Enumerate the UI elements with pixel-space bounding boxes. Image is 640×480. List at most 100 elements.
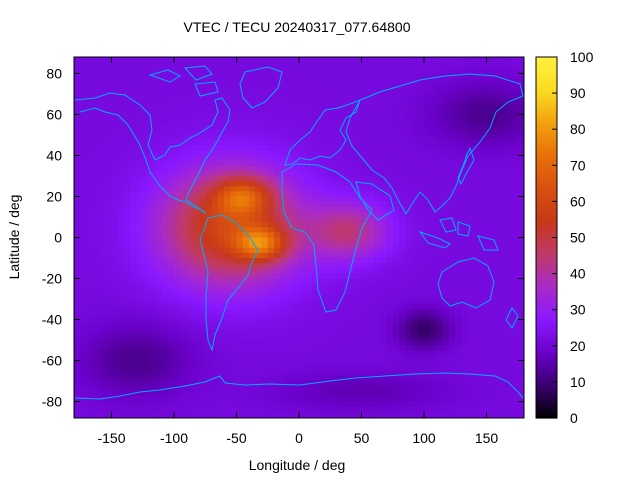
- heatmap-cell: [499, 309, 506, 316]
- heatmap-cell: [242, 345, 250, 351]
- heatmap-cell: [324, 381, 331, 387]
- heatmap-cell: [155, 258, 163, 264]
- heatmap-cell: [449, 304, 456, 310]
- heatmap-cell: [74, 345, 81, 351]
- heatmap-cell: [217, 263, 225, 269]
- heatmap-cell: [405, 293, 413, 300]
- heatmap-cell: [330, 391, 338, 398]
- heatmap-cell: [130, 140, 138, 146]
- heatmap-cell: [86, 360, 94, 367]
- heatmap-cell: [392, 396, 400, 403]
- heatmap-cell: [217, 222, 225, 228]
- heatmap-cell: [380, 68, 388, 75]
- heatmap-cell: [274, 386, 281, 392]
- heatmap-cell: [305, 145, 313, 151]
- heatmap-cell: [392, 206, 400, 213]
- heatmap-cell: [255, 314, 263, 321]
- heatmap-cell: [305, 278, 313, 285]
- heatmap-cell: [280, 73, 288, 80]
- heatmap-cell: [374, 268, 381, 274]
- heatmap-cell: [286, 314, 294, 321]
- heatmap-cell: [130, 216, 138, 223]
- heatmap-cell: [274, 355, 281, 362]
- heatmap-cell: [417, 83, 425, 90]
- heatmap-cell: [417, 263, 425, 269]
- heatmap-cell: [255, 350, 263, 357]
- heatmap-cell: [292, 68, 300, 75]
- heatmap-cell: [117, 334, 125, 341]
- heatmap-cell: [430, 237, 438, 244]
- heatmap-cell: [492, 78, 500, 85]
- heatmap-cell: [80, 381, 88, 387]
- heatmap-cell: [261, 258, 269, 264]
- heatmap-cell: [305, 324, 313, 331]
- heatmap-cell: [111, 324, 119, 331]
- heatmap-cell: [424, 68, 431, 75]
- heatmap-cell: [117, 222, 125, 228]
- heatmap-cell: [436, 396, 444, 403]
- heatmap-cell: [499, 165, 506, 172]
- heatmap-cell: [392, 314, 400, 321]
- heatmap-cell: [286, 191, 294, 198]
- heatmap-cell: [399, 242, 406, 249]
- heatmap-cell: [455, 319, 463, 326]
- heatmap-cell: [455, 216, 463, 223]
- heatmap-cell: [236, 93, 244, 100]
- heatmap-cell: [124, 381, 131, 387]
- heatmap-cell: [480, 268, 488, 274]
- heatmap-cell: [336, 150, 344, 157]
- heatmap-cell: [486, 304, 494, 310]
- heatmap-cell: [80, 391, 88, 398]
- heatmap-cell: [249, 273, 256, 280]
- heatmap-cell: [205, 237, 213, 244]
- heatmap-cell: [174, 247, 181, 254]
- heatmap-cell: [499, 345, 506, 351]
- heatmap-cell: [192, 222, 200, 228]
- heatmap-cell: [336, 191, 344, 198]
- heatmap-cell: [480, 411, 488, 418]
- heatmap-cell: [267, 93, 275, 100]
- heatmap-cell: [199, 416, 206, 418]
- heatmap-cell: [130, 247, 138, 254]
- heatmap-cell: [449, 232, 456, 239]
- heatmap-cell: [274, 78, 281, 85]
- heatmap-cell: [380, 304, 388, 310]
- heatmap-cell: [186, 268, 194, 274]
- heatmap-cell: [130, 324, 138, 331]
- heatmap-cell: [199, 334, 206, 341]
- heatmap-cell: [280, 140, 288, 146]
- heatmap-cell: [211, 181, 219, 187]
- heatmap-cell: [392, 334, 400, 341]
- heatmap-cell: [299, 360, 306, 367]
- heatmap-cell: [105, 411, 113, 418]
- heatmap-cell: [267, 258, 275, 264]
- heatmap-cell: [249, 381, 256, 387]
- heatmap-cell: [142, 242, 150, 249]
- heatmap-cell: [442, 340, 450, 346]
- heatmap-cell: [436, 124, 444, 131]
- heatmap-cell: [205, 288, 213, 295]
- heatmap-cell: [74, 391, 81, 398]
- heatmap-cell: [430, 186, 438, 192]
- heatmap-cell: [455, 314, 463, 321]
- heatmap-cell: [74, 401, 81, 408]
- heatmap-cell: [436, 247, 444, 254]
- heatmap-cell: [280, 232, 288, 239]
- heatmap-cell: [317, 119, 325, 126]
- heatmap-cell: [174, 355, 181, 362]
- heatmap-cell: [411, 232, 419, 239]
- heatmap-cell: [292, 232, 300, 239]
- heatmap-cell: [130, 175, 138, 182]
- heatmap-cell: [124, 104, 131, 110]
- heatmap-cell: [86, 78, 94, 85]
- heatmap-cell: [86, 258, 94, 264]
- heatmap-cell: [249, 278, 256, 285]
- heatmap-cell: [80, 104, 88, 110]
- heatmap-cell: [417, 150, 425, 157]
- heatmap-cell: [199, 396, 206, 403]
- heatmap-cell: [486, 99, 494, 105]
- heatmap-cell: [280, 175, 288, 182]
- heatmap-cell: [86, 416, 94, 418]
- heatmap-cell: [399, 340, 406, 346]
- heatmap-cell: [436, 201, 444, 208]
